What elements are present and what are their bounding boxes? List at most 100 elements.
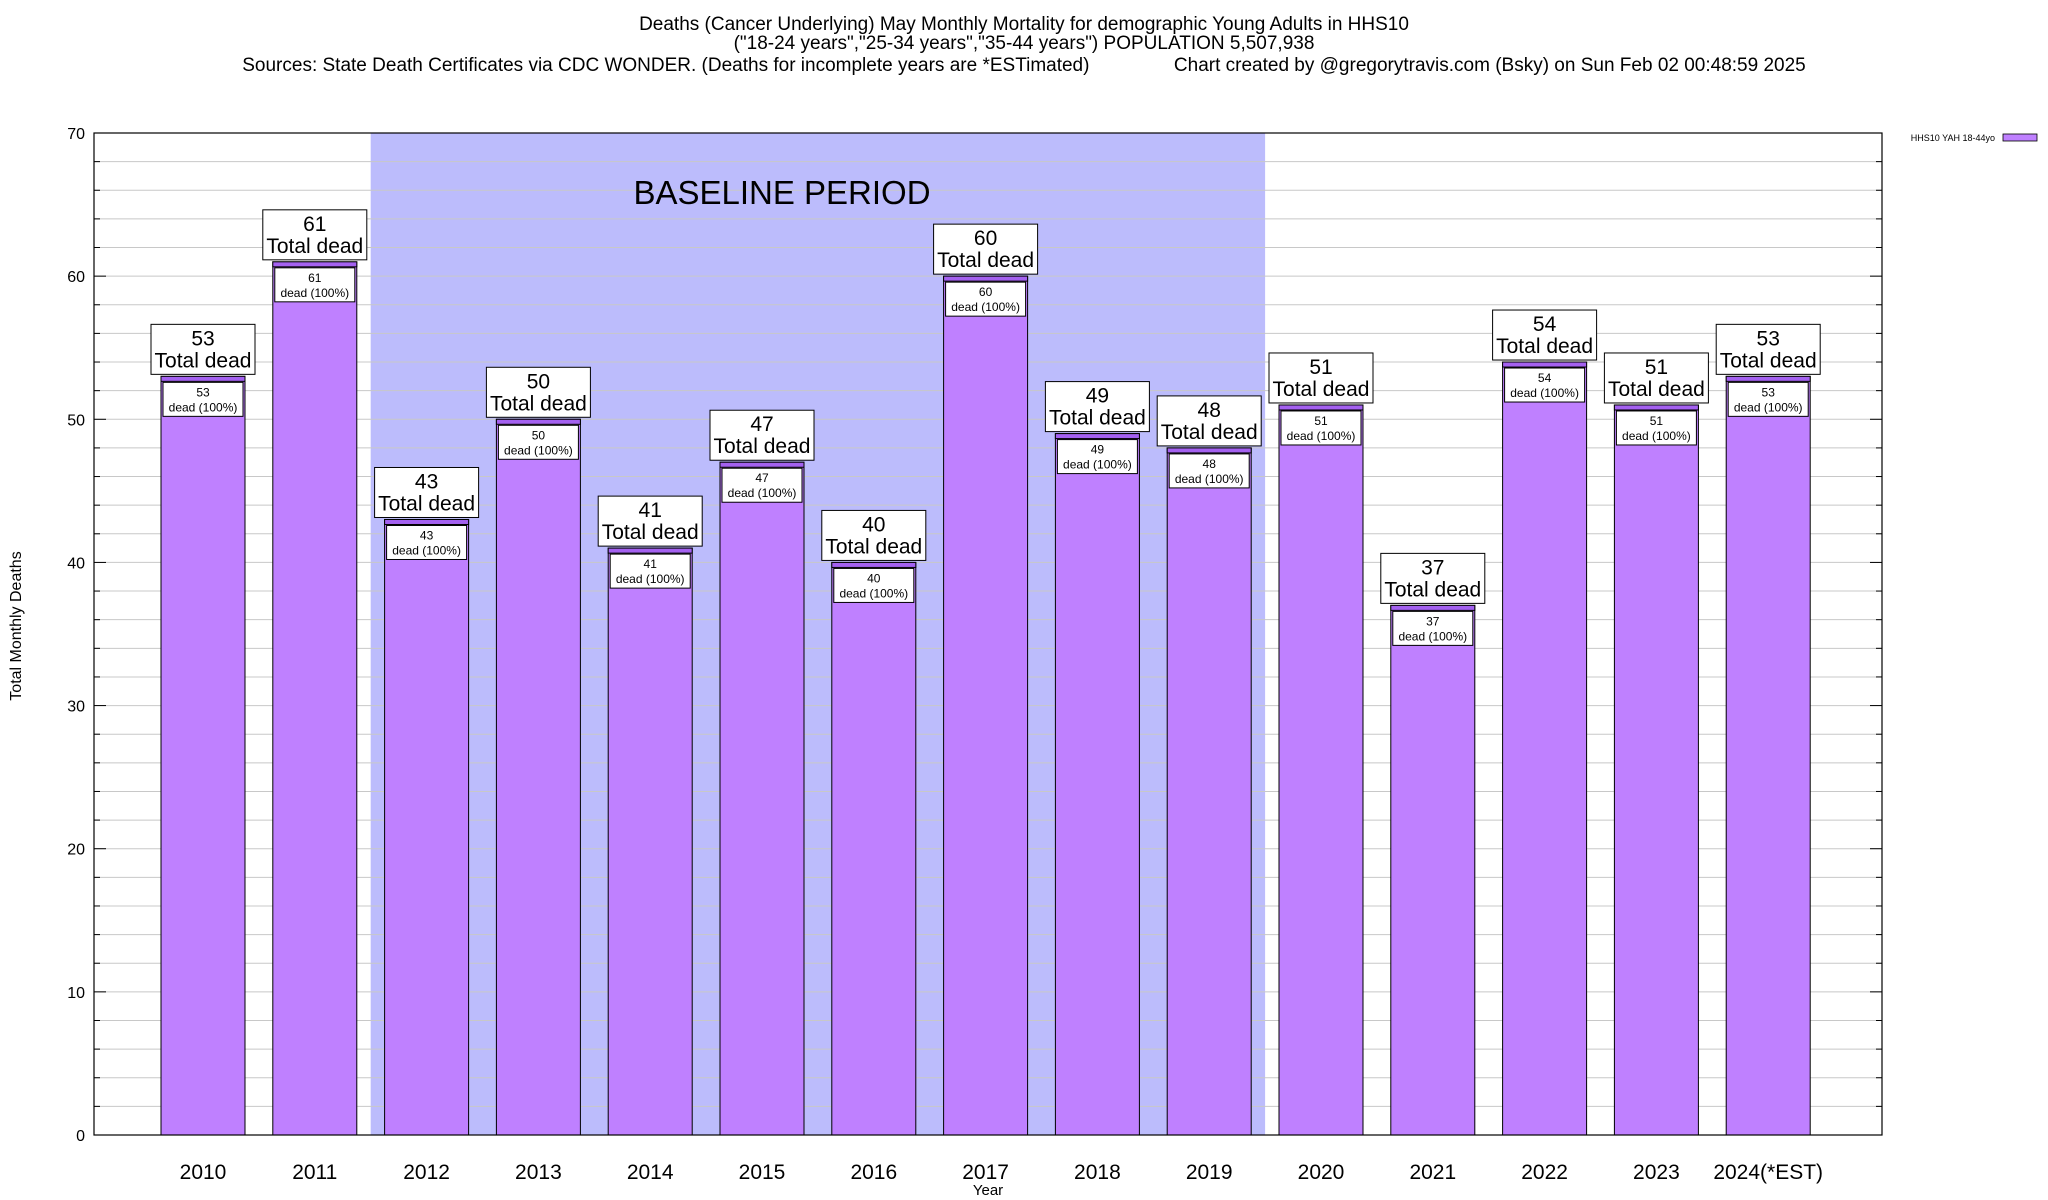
inner-label-text: dead (100%) xyxy=(280,286,349,300)
inner-label-text: dead (100%) xyxy=(1287,429,1356,443)
total-label-box xyxy=(933,223,1039,275)
inner-label-text: dead (100%) xyxy=(1734,400,1803,414)
inner-label-value: 41 xyxy=(644,557,658,571)
total-label-text: Total dead xyxy=(490,392,587,415)
inner-label-value: 40 xyxy=(867,571,881,585)
total-label-text: Total dead xyxy=(1384,578,1481,601)
inner-label-text: dead (100%) xyxy=(1175,472,1244,486)
total-label-box xyxy=(1156,395,1262,447)
y-tick-label: 50 xyxy=(67,412,85,429)
inner-label-box xyxy=(833,567,915,603)
total-label-box xyxy=(262,209,368,261)
inner-label-value: 60 xyxy=(979,285,993,299)
bar-top-band xyxy=(1278,404,1364,411)
y-tick-label: 70 xyxy=(67,126,85,143)
x-tick-label: 2014 xyxy=(627,1161,674,1184)
inner-label-value: 48 xyxy=(1203,457,1217,471)
x-axis: 2010 2011 2012 2013 2014 2015 2016 2017 2018 2019… xyxy=(180,1161,1823,1184)
bar xyxy=(1390,604,1476,1136)
y-axis: 0 10 20 30 40 50 60 70 xyxy=(67,126,1882,1145)
x-tick-label: 2018 xyxy=(1074,1161,1121,1184)
total-label-box xyxy=(1268,352,1374,404)
bar xyxy=(272,261,358,1136)
inner-label-text: dead (100%) xyxy=(728,486,797,500)
total-label-box xyxy=(1044,381,1150,433)
total-label-text: Total dead xyxy=(1608,378,1705,401)
total-label-value: 60 xyxy=(974,227,997,250)
inner-label-value: 47 xyxy=(755,471,769,485)
total-label-box xyxy=(150,323,256,375)
inner-label-value: 43 xyxy=(420,528,434,542)
inner-label-box xyxy=(274,267,356,303)
x-tick-label: 2021 xyxy=(1409,1161,1456,1184)
total-label-value: 48 xyxy=(1198,399,1221,422)
inner-label-box xyxy=(609,553,691,589)
bar xyxy=(384,518,470,1136)
inner-label-value: 53 xyxy=(1762,385,1776,399)
x-tick-label: 2019 xyxy=(1186,1161,1233,1184)
legend: HHS10 YAH 18-44yo xyxy=(1911,133,2038,143)
y-tick-label: 40 xyxy=(67,555,85,572)
total-label-text: Total dead xyxy=(825,535,922,558)
inner-label-box xyxy=(386,524,468,560)
total-label-box xyxy=(597,495,703,547)
y-tick-label: 20 xyxy=(67,842,85,859)
bar-top-band xyxy=(719,461,805,468)
bar-top-band xyxy=(1390,604,1476,611)
bar xyxy=(1054,433,1140,1136)
inner-label-value: 61 xyxy=(308,271,322,285)
baseline-label: BASELINE PERIOD xyxy=(633,174,930,211)
total-label-box xyxy=(1380,552,1486,604)
inner-label-box xyxy=(721,467,803,503)
bar xyxy=(1725,375,1811,1136)
inner-label-box xyxy=(1615,410,1697,446)
inner-label-box xyxy=(497,424,579,460)
inner-label-text: dead (100%) xyxy=(169,400,238,414)
bar-top-band xyxy=(1502,361,1588,368)
chart-title-line-2: ("18-24 years","25-34 years","35-44 year… xyxy=(734,33,1315,54)
bar-top-band xyxy=(1613,404,1699,411)
bar-top-band xyxy=(943,275,1029,282)
bar xyxy=(1613,404,1699,1136)
total-label-box xyxy=(1603,352,1709,404)
total-label-value: 49 xyxy=(1086,385,1109,408)
total-label-box xyxy=(709,409,815,461)
x-tick-label: 2015 xyxy=(739,1161,786,1184)
bar-top-band xyxy=(495,418,581,425)
total-label-box xyxy=(374,466,480,518)
total-label-text: Total dead xyxy=(1049,407,1146,430)
inner-label-box xyxy=(945,281,1027,317)
x-tick-label: 2010 xyxy=(180,1161,227,1184)
total-label-box xyxy=(1492,309,1598,361)
bar-top-band xyxy=(607,547,693,554)
bar-top-band xyxy=(1054,433,1140,440)
total-label-text: Total dead xyxy=(378,492,475,515)
y-tick-label: 60 xyxy=(67,269,85,286)
inner-label-value: 51 xyxy=(1314,414,1328,428)
bar-top-band xyxy=(160,375,246,382)
inner-label-box xyxy=(1280,410,1362,446)
inner-label-text: dead (100%) xyxy=(504,443,573,457)
bar-top-band xyxy=(384,518,470,525)
total-label-text: Total dead xyxy=(937,249,1034,272)
inner-label-box xyxy=(1392,610,1474,646)
y-axis-title: Total Monthly Deaths xyxy=(8,551,25,700)
bar-top-band xyxy=(272,261,358,268)
inner-label-value: 49 xyxy=(1091,443,1105,457)
x-tick-label: 2012 xyxy=(403,1161,450,1184)
total-label-value: 47 xyxy=(750,413,773,436)
inner-label-text: dead (100%) xyxy=(616,572,685,586)
inner-label-value: 53 xyxy=(196,385,210,399)
total-label-value: 51 xyxy=(1645,356,1668,379)
inner-label-text: dead (100%) xyxy=(392,543,461,557)
inner-label-text: dead (100%) xyxy=(1622,429,1691,443)
legend-swatch xyxy=(2002,133,2038,142)
